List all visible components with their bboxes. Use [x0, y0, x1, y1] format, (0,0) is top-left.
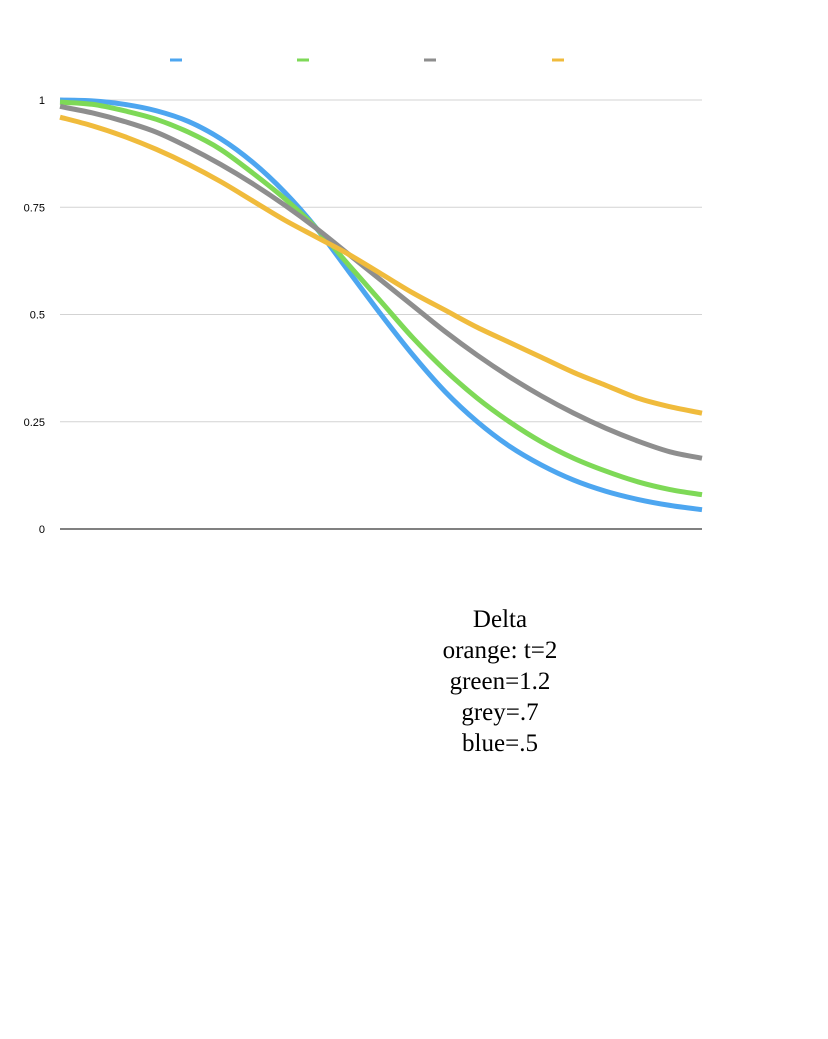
annotation-line-title: Delta: [472, 606, 528, 633]
series-line: [59, 99, 703, 498]
y-tick-label: 1: [39, 95, 45, 107]
annotation-line-green: green=1.2: [449, 668, 551, 695]
series-line: [59, 114, 703, 416]
series-line: [59, 97, 703, 513]
y-axis-ticks: 0 0.25 0.5 0.75 1: [24, 95, 45, 536]
series-line: [59, 103, 703, 461]
annotation-line-grey: grey=.7: [461, 699, 539, 726]
series-lines: [59, 97, 703, 513]
y-tick-label: 0: [39, 524, 45, 536]
annotation-line-orange: orange: t=2: [442, 637, 558, 664]
y-tick-label: 0.5: [30, 310, 45, 322]
annotation-note: Delta orange: t=2 green=1.2 grey=.7 blue…: [380, 604, 620, 759]
annotation-line-blue: blue=.5: [462, 730, 538, 757]
y-tick-label: 0.25: [24, 417, 45, 429]
y-tick-label: 0.75: [24, 202, 45, 214]
